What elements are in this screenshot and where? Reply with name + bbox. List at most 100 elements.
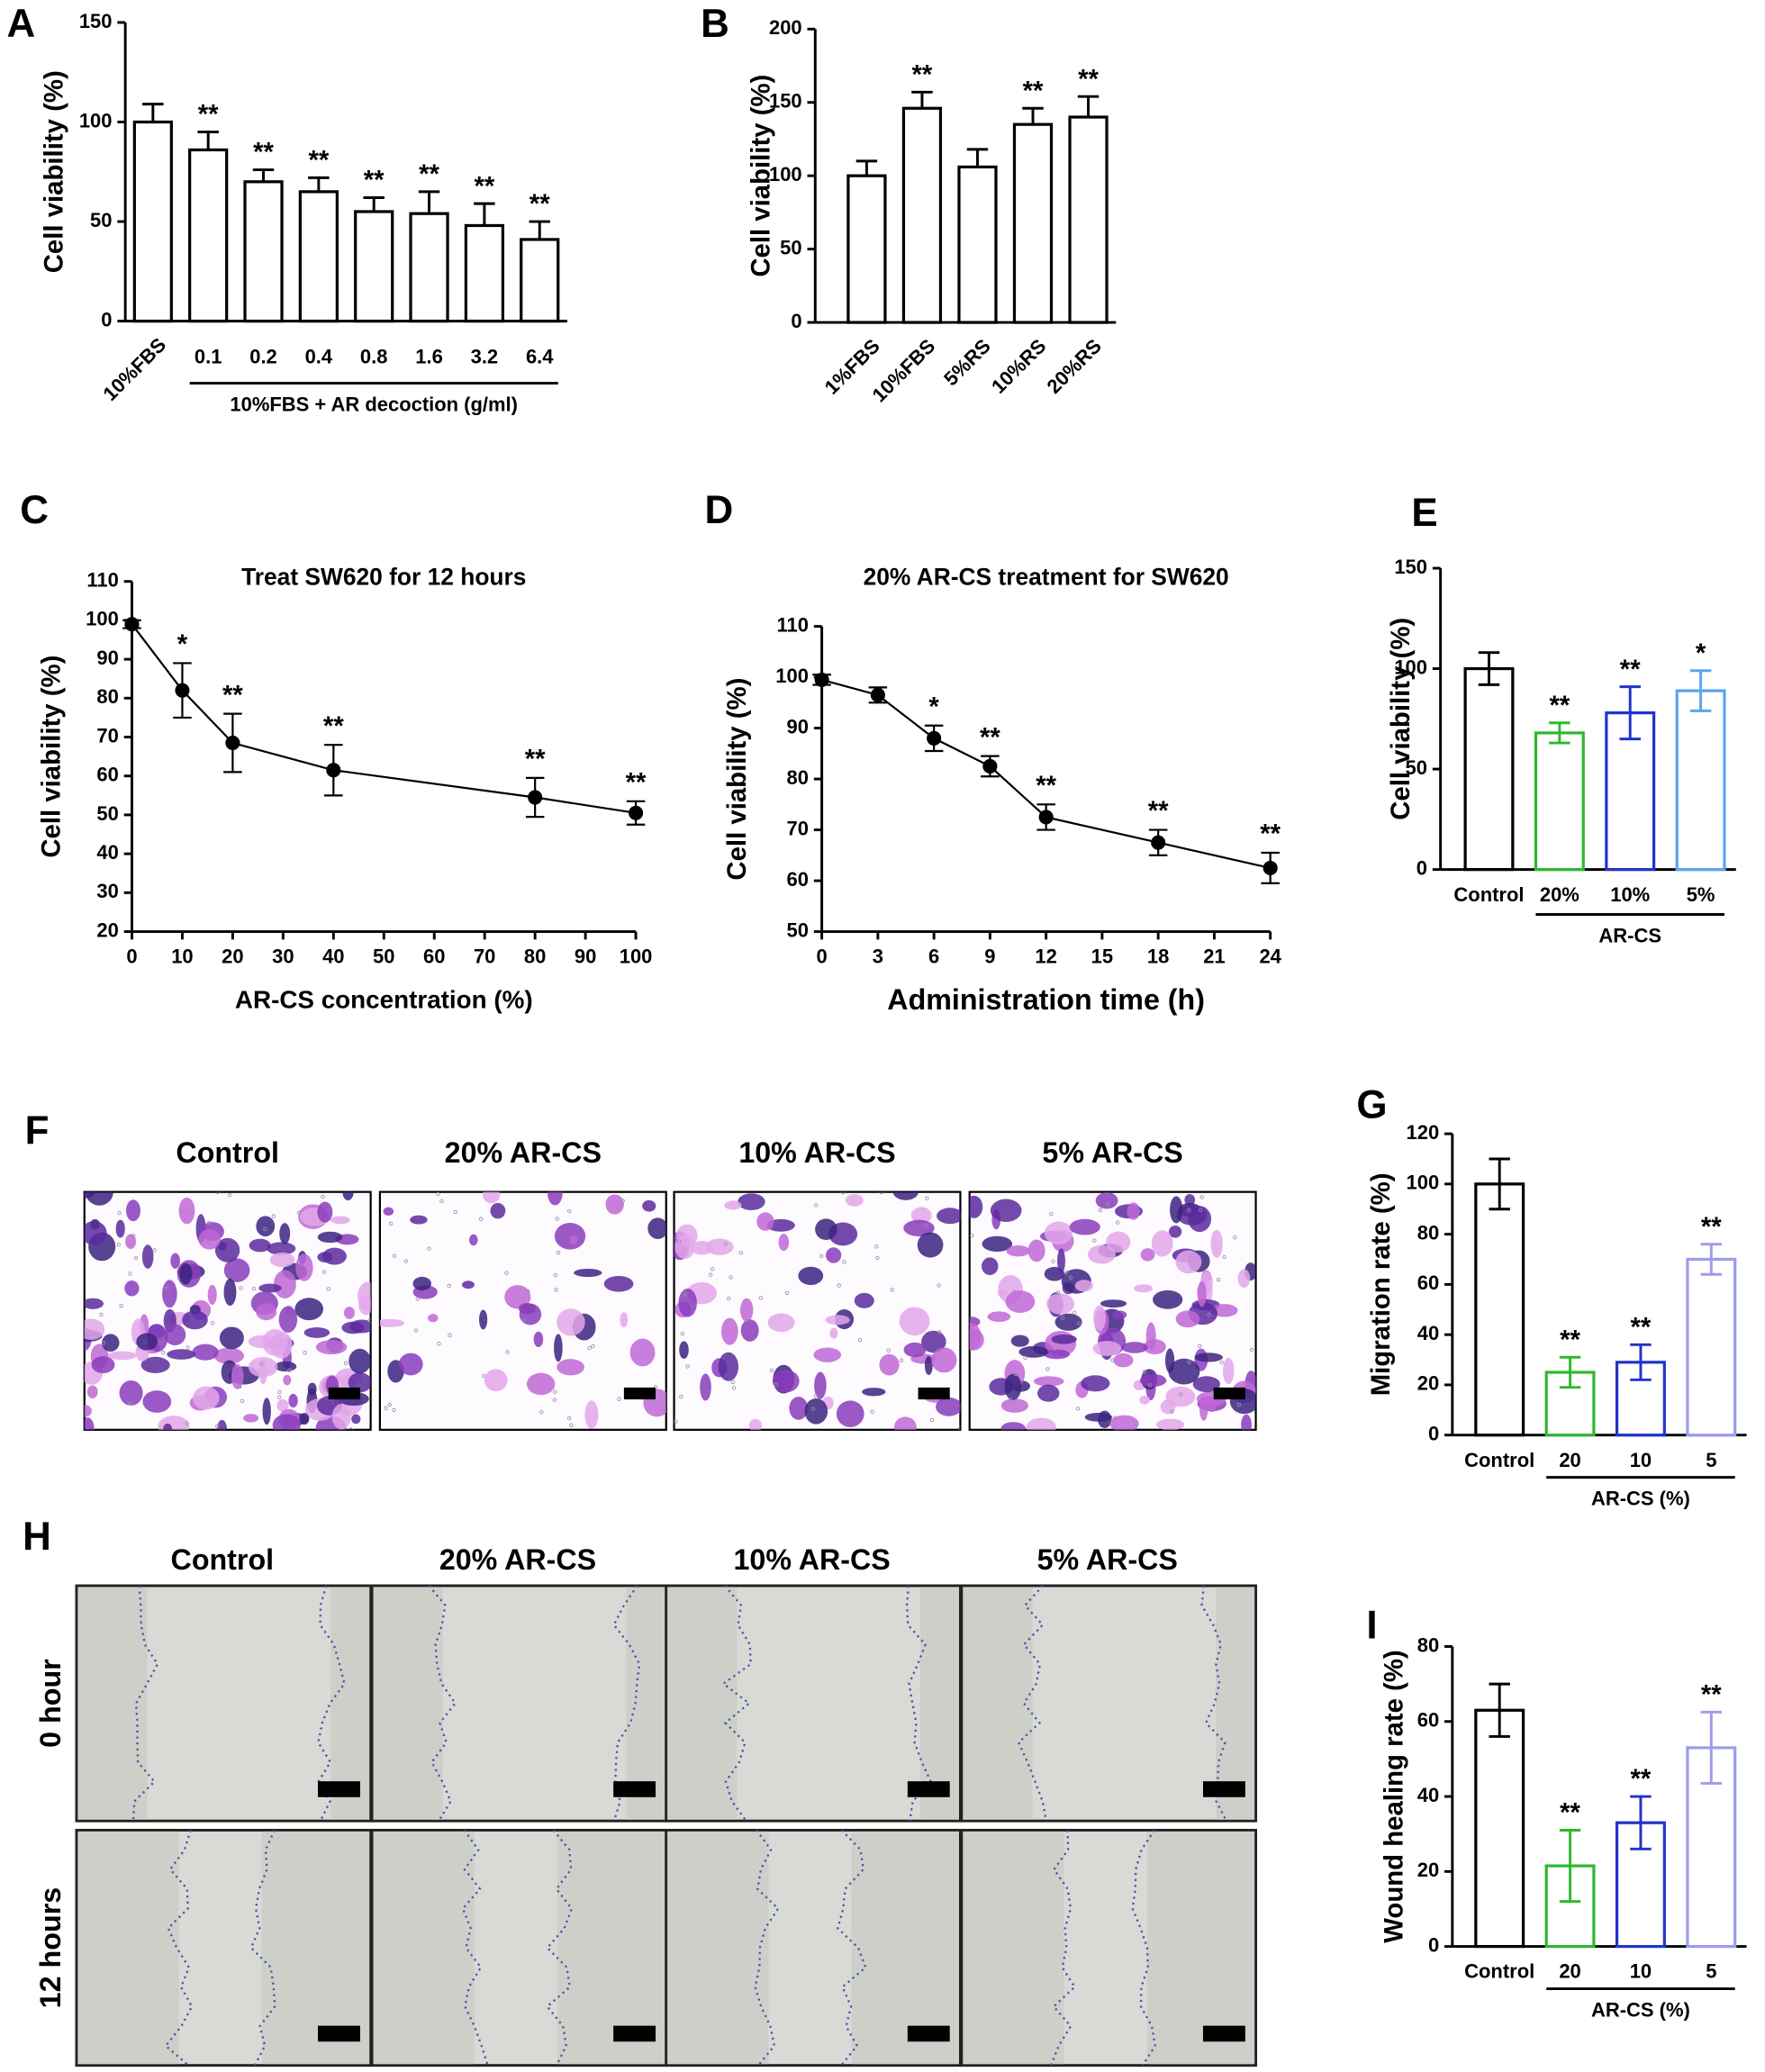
stained-cell bbox=[642, 1199, 656, 1212]
column-label: 5% AR-CS bbox=[1042, 1136, 1182, 1169]
x-tick-label: 20 bbox=[1559, 1960, 1580, 1983]
stained-cell bbox=[84, 1298, 104, 1309]
pore bbox=[206, 1240, 212, 1244]
y-tick-label: 30 bbox=[96, 880, 118, 902]
panel-letter: D bbox=[704, 488, 733, 532]
scale-bar bbox=[613, 1781, 656, 1797]
error-bar bbox=[966, 148, 989, 167]
pore bbox=[879, 1191, 883, 1195]
cell-sheet bbox=[373, 1831, 475, 2065]
pore bbox=[620, 1199, 625, 1203]
cell-sheet bbox=[1216, 1587, 1255, 1820]
pore bbox=[1055, 1290, 1061, 1295]
stained-cell bbox=[258, 1283, 282, 1293]
pore bbox=[567, 1208, 572, 1214]
y-tick-label: 50 bbox=[96, 802, 118, 825]
pore bbox=[556, 1250, 561, 1255]
panel-letter: I bbox=[1366, 1604, 1377, 1648]
cell-sheet bbox=[77, 1587, 148, 1820]
pore bbox=[1049, 1211, 1054, 1217]
pore bbox=[215, 1191, 221, 1195]
pore bbox=[1012, 1289, 1017, 1295]
stained-cell bbox=[490, 1202, 506, 1219]
stained-cell bbox=[102, 1334, 120, 1352]
stained-cell bbox=[910, 1207, 932, 1224]
y-axis-label: Cell viability (%) bbox=[746, 75, 775, 277]
stained-cell bbox=[574, 1268, 602, 1278]
pore bbox=[708, 1272, 713, 1277]
stained-cell bbox=[862, 1388, 886, 1397]
stained-cell bbox=[1026, 1417, 1056, 1430]
error-bar bbox=[1700, 1243, 1723, 1276]
stained-cell bbox=[845, 1194, 864, 1207]
stained-cell bbox=[142, 1390, 172, 1413]
stained-cell bbox=[214, 1237, 240, 1262]
bar bbox=[901, 106, 943, 324]
stained-cell bbox=[207, 1284, 217, 1305]
pore bbox=[164, 1286, 169, 1290]
pore bbox=[874, 1244, 879, 1249]
stained-cell bbox=[767, 1313, 795, 1333]
stained-cell bbox=[1134, 1284, 1154, 1293]
pore bbox=[239, 1286, 243, 1290]
significance-label: ** bbox=[308, 146, 329, 176]
significance-label: * bbox=[177, 629, 188, 659]
pore bbox=[870, 1409, 874, 1414]
stained-cell bbox=[519, 1303, 542, 1326]
pore bbox=[101, 1341, 106, 1345]
stained-cell bbox=[1044, 1221, 1073, 1244]
stained-cell bbox=[829, 1327, 838, 1339]
pore bbox=[271, 1214, 276, 1218]
pore bbox=[240, 1398, 245, 1404]
bar bbox=[464, 223, 505, 323]
data-point bbox=[175, 683, 190, 698]
pore bbox=[321, 1270, 327, 1274]
stained-cell bbox=[219, 1326, 244, 1350]
stained-cell bbox=[1109, 1415, 1139, 1430]
stained-cell bbox=[605, 1194, 624, 1215]
pore bbox=[552, 1398, 557, 1402]
stained-cell bbox=[1051, 1335, 1077, 1344]
pore bbox=[784, 1290, 790, 1296]
pore bbox=[1187, 1208, 1191, 1213]
stained-cell bbox=[217, 1419, 227, 1430]
stained-cell bbox=[982, 1235, 1013, 1253]
pore bbox=[303, 1350, 307, 1355]
pore bbox=[923, 1223, 928, 1228]
stained-cell bbox=[274, 1361, 297, 1372]
pore bbox=[1207, 1312, 1211, 1317]
stained-cell bbox=[1241, 1414, 1252, 1430]
micrograph-panel: F Control 20% AR-CS 10% AR-CS 5% AR-CS bbox=[25, 1109, 1257, 1431]
y-tick-label: 100 bbox=[769, 163, 802, 185]
error-bar bbox=[1630, 1795, 1652, 1850]
stained-cell bbox=[778, 1234, 790, 1252]
stained-cell bbox=[937, 1208, 961, 1225]
stained-cell bbox=[1165, 1386, 1196, 1407]
x-tick-label: Control bbox=[1464, 1960, 1534, 1983]
stained-cell bbox=[1106, 1231, 1131, 1253]
cell-sheet bbox=[261, 1831, 370, 2065]
stained-cell bbox=[398, 1353, 423, 1376]
stained-cell bbox=[981, 1257, 999, 1275]
stained-cell bbox=[1111, 1310, 1127, 1320]
pore bbox=[875, 1255, 880, 1261]
stained-cell bbox=[879, 1353, 900, 1376]
pore bbox=[587, 1346, 592, 1351]
error-bar bbox=[1559, 1355, 1581, 1389]
x-tick-label: Control bbox=[1453, 883, 1524, 906]
pore bbox=[1233, 1235, 1237, 1240]
data-point bbox=[927, 730, 942, 746]
x-tick-label: 50 bbox=[373, 946, 394, 968]
pore bbox=[1170, 1409, 1174, 1414]
stained-cell bbox=[554, 1222, 586, 1250]
y-axis-label: Cell viability (%) bbox=[722, 678, 752, 881]
stained-cell bbox=[1054, 1313, 1082, 1331]
stained-cell bbox=[295, 1253, 313, 1281]
error-bar bbox=[1077, 95, 1100, 118]
stained-cell bbox=[482, 1191, 501, 1204]
stained-cell bbox=[348, 1372, 371, 1393]
stained-cell bbox=[814, 1371, 827, 1399]
significance-label: ** bbox=[253, 138, 274, 167]
scale-bar bbox=[1202, 2025, 1245, 2042]
